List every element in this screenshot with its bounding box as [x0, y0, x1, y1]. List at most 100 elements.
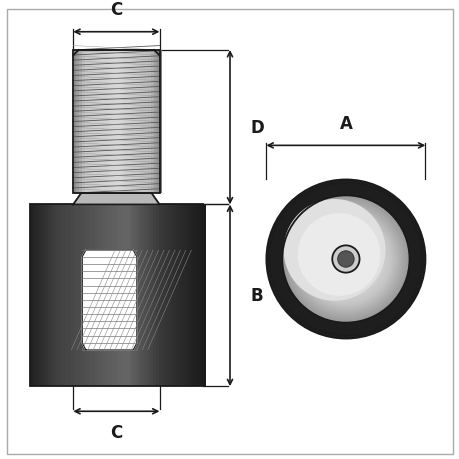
Circle shape [339, 253, 352, 266]
Bar [74, 205, 77, 386]
Text: A: A [339, 114, 352, 132]
Circle shape [337, 252, 353, 267]
Bar [150, 205, 153, 386]
Bar [176, 205, 179, 386]
Circle shape [297, 213, 380, 296]
Bar [139, 51, 141, 194]
Polygon shape [82, 250, 136, 350]
Circle shape [316, 230, 375, 289]
Circle shape [299, 214, 391, 305]
Bar [132, 205, 135, 386]
Bar [199, 205, 202, 386]
Bar [109, 205, 112, 386]
Text: D: D [250, 119, 263, 137]
Bar [47, 205, 50, 386]
Bar [79, 205, 83, 386]
Circle shape [329, 243, 362, 276]
Bar [85, 205, 89, 386]
Circle shape [335, 249, 355, 269]
Bar [39, 205, 42, 386]
Bar [158, 205, 162, 386]
Bar [83, 205, 85, 386]
Circle shape [330, 244, 360, 274]
Circle shape [317, 231, 373, 287]
Bar [50, 205, 53, 386]
Bar [118, 205, 121, 386]
Text: C: C [110, 1, 122, 19]
Bar [121, 205, 123, 386]
Bar [56, 205, 59, 386]
Bar [36, 205, 39, 386]
Circle shape [337, 251, 353, 268]
Bar [103, 205, 106, 386]
Circle shape [291, 205, 400, 314]
Bar [138, 205, 141, 386]
Circle shape [303, 218, 387, 302]
Text: B: B [251, 287, 263, 305]
Circle shape [307, 221, 383, 297]
Bar [85, 51, 88, 194]
Bar [133, 51, 135, 194]
Bar [42, 205, 45, 386]
Bar [135, 51, 138, 194]
Bar [147, 51, 150, 194]
Circle shape [315, 229, 375, 290]
Circle shape [331, 246, 359, 273]
Circle shape [287, 201, 403, 318]
Circle shape [308, 223, 382, 296]
Bar [97, 51, 100, 194]
Circle shape [341, 256, 349, 263]
Bar [164, 205, 167, 386]
Bar [179, 205, 182, 386]
Circle shape [302, 216, 388, 302]
Polygon shape [73, 194, 159, 205]
Bar [30, 205, 33, 386]
Bar [167, 205, 170, 386]
Bar [73, 51, 159, 194]
Circle shape [298, 213, 392, 307]
Bar [106, 205, 109, 386]
Circle shape [327, 241, 363, 277]
Bar [106, 51, 109, 194]
Bar [185, 205, 188, 386]
Circle shape [311, 225, 380, 294]
Circle shape [306, 220, 385, 299]
Bar [147, 205, 150, 386]
Bar [129, 51, 132, 194]
Bar [188, 205, 190, 386]
Bar [115, 205, 118, 386]
Bar [112, 51, 115, 194]
Circle shape [322, 236, 368, 282]
Circle shape [313, 228, 377, 291]
Circle shape [331, 246, 359, 274]
Bar [100, 205, 103, 386]
Circle shape [325, 239, 365, 280]
Bar [71, 205, 74, 386]
Bar [121, 51, 123, 194]
Circle shape [283, 200, 385, 301]
Bar [77, 205, 79, 386]
Circle shape [266, 180, 425, 339]
Bar [59, 205, 62, 386]
Bar [109, 51, 112, 194]
Bar [123, 205, 126, 386]
Bar [53, 205, 56, 386]
Bar [65, 205, 68, 386]
Bar [88, 51, 91, 194]
Bar [30, 205, 202, 386]
Circle shape [342, 257, 348, 262]
Circle shape [340, 254, 350, 264]
Circle shape [310, 224, 381, 295]
Bar [91, 205, 94, 386]
Bar [153, 51, 156, 194]
Circle shape [344, 258, 347, 261]
Bar [89, 205, 91, 386]
Bar [123, 51, 127, 194]
Bar [156, 205, 158, 386]
Bar [79, 51, 82, 194]
Bar [62, 205, 65, 386]
Bar [141, 205, 144, 386]
Bar [153, 205, 156, 386]
Circle shape [296, 210, 395, 309]
Circle shape [285, 200, 405, 319]
